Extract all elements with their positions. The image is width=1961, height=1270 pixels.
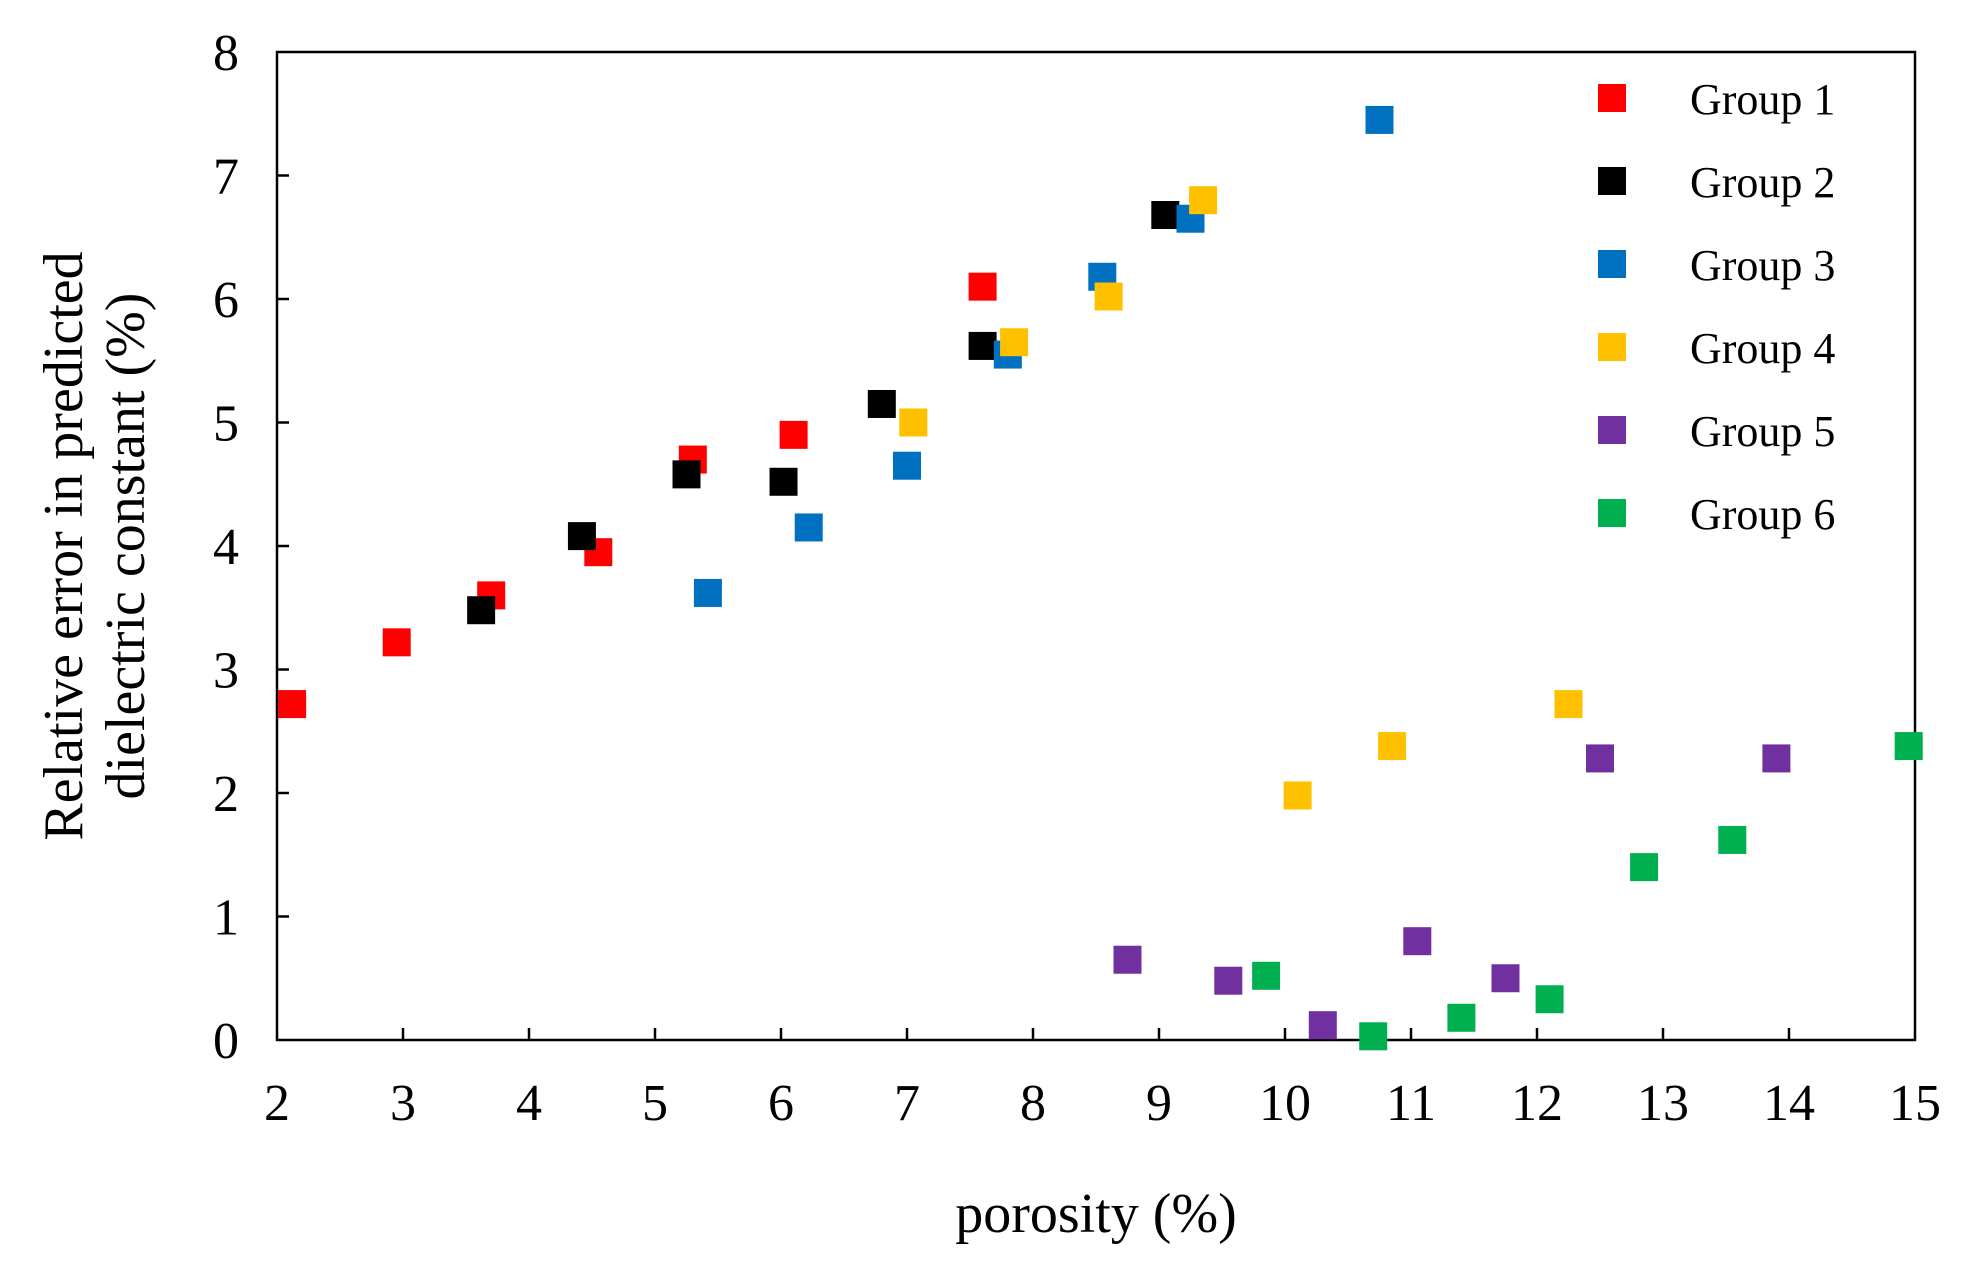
y-axis-title-line1: Relative error in predicted [33,251,95,840]
x-tick-label: 4 [516,1075,542,1132]
legend-label-group-2: Group 2 [1690,158,1835,207]
y-axis-title: Relative error in predicted dielectric c… [33,251,157,840]
x-tick-label: 11 [1386,1075,1436,1132]
y-tick-label: 5 [213,396,239,453]
y-axis-title-line2: dielectric constant (%) [95,293,157,800]
point-group-5 [1308,1011,1337,1040]
legend-marker-group-6 [1598,499,1626,527]
point-group-6 [1718,825,1747,854]
point-group-2 [867,389,896,418]
point-group-4 [1378,732,1407,761]
legend-label-group-3: Group 3 [1690,241,1835,290]
x-tick-label: 13 [1637,1075,1689,1132]
x-axis-title: porosity (%) [955,1183,1237,1245]
x-tick-label: 8 [1020,1075,1046,1132]
point-group-2 [968,331,997,360]
point-group-1 [968,272,997,301]
data-points [278,105,1923,1051]
legend-marker-group-1 [1598,84,1626,112]
point-group-6 [1894,732,1923,761]
point-group-6 [1535,985,1564,1014]
x-tick-label: 5 [642,1075,668,1132]
point-group-5 [1214,966,1243,995]
point-group-5 [1491,964,1520,993]
point-group-6 [1359,1022,1388,1051]
point-group-1 [779,420,808,449]
x-tick-label: 9 [1146,1075,1172,1132]
y-tick-label: 2 [213,766,239,823]
x-tick-label: 3 [390,1075,416,1132]
point-group-6 [1630,853,1659,882]
legend-marker-group-4 [1598,333,1626,361]
y-tick-label: 3 [213,643,239,700]
point-group-2 [567,522,596,551]
point-group-4 [1000,328,1029,357]
point-group-2 [1151,201,1180,230]
x-tick-label: 12 [1511,1075,1563,1132]
point-group-4 [1094,282,1123,311]
x-tick-label: 7 [894,1075,920,1132]
point-group-2 [672,460,701,489]
legend: Group 1 Group 2 Group 3 Group 4 Group 5 Group… [1598,75,1835,539]
x-tick-label: 14 [1763,1075,1815,1132]
legend-marker-group-2 [1598,167,1626,195]
legend-marker-group-5 [1598,416,1626,444]
y-tick-label: 1 [213,890,239,947]
x-tick-label: 2 [264,1075,290,1132]
point-group-1 [382,628,411,657]
point-group-2 [769,467,798,496]
point-group-3 [893,451,921,480]
y-tick-label: 7 [213,149,239,206]
point-group-1 [278,690,307,719]
y-tick-label: 6 [213,272,239,329]
point-group-5 [1586,744,1614,773]
plot-frame [275,50,1917,1042]
point-group-5 [1762,744,1791,773]
point-group-2 [467,596,496,625]
legend-label-group-1: Group 1 [1690,75,1835,124]
x-tick-label: 15 [1889,1075,1941,1132]
point-group-5 [1403,927,1432,956]
point-group-3 [794,513,823,542]
point-group-4 [1554,690,1583,719]
legend-label-group-4: Group 4 [1690,324,1835,373]
point-group-4 [1283,781,1312,810]
point-group-6 [1252,961,1281,990]
point-group-4 [899,408,928,437]
point-group-4 [1189,186,1218,215]
point-group-3 [693,578,722,607]
x-tick-label: 6 [768,1075,794,1132]
point-group-3 [1365,105,1394,134]
point-group-6 [1447,1003,1476,1032]
y-tick-label: 8 [213,25,239,82]
y-tick-label: 0 [213,1013,239,1070]
legend-label-group-6: Group 6 [1690,490,1835,539]
point-group-5 [1113,945,1142,974]
legend-marker-group-3 [1598,250,1626,278]
y-tick-label: 4 [213,519,239,576]
legend-label-group-5: Group 5 [1690,407,1835,456]
x-tick-label: 10 [1259,1075,1311,1132]
